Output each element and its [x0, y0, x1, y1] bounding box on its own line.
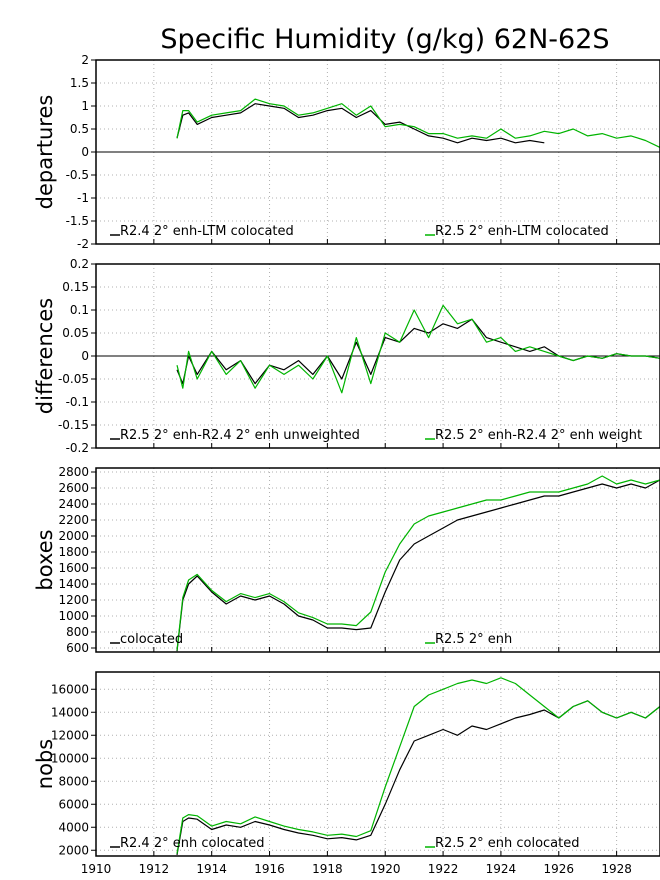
y-tick-label: 1200: [58, 593, 89, 607]
y-tick-label: 2800: [58, 465, 89, 479]
y-tick-label: 0: [81, 349, 89, 363]
y-tick-label: 1.5: [70, 76, 89, 90]
y-tick-label: 2000: [58, 529, 89, 543]
y-tick-label: 2200: [58, 513, 89, 527]
legend-entry: R2.5 2° enh-LTM colocated: [435, 224, 609, 239]
panel-differences: -0.2 -0.15 -0.1 -0.05 0 0.05 0.1 0.15 0.2 differe…: [33, 257, 660, 455]
y-tick-label: 14000: [51, 705, 89, 719]
y-axis-label: differences: [33, 298, 57, 414]
y-tick-label: 6000: [58, 797, 89, 811]
x-axis: 1910 1912 1914 1916 1918 1920 1922 1924 1926 1928: [81, 862, 632, 876]
y-tick-label: -0.1: [66, 395, 89, 409]
legend-entry: R2.5 2° enh: [435, 632, 512, 647]
y-tick-label: -0.2: [66, 441, 89, 455]
y-tick-label: -0.15: [58, 418, 89, 432]
legend-entry: R2.5 2° enh-R2.4 2° enh weight: [435, 428, 642, 443]
y-tick-label: 0.5: [70, 122, 89, 136]
panels: -2 -1.5 -1 -0.5 0 0.5 1 1.5 2 departures R2.4 2° e…: [33, 53, 660, 857]
y-tick-label: 8000: [58, 774, 89, 788]
y-tick-label: -1.5: [66, 214, 89, 228]
series-line-1: [176, 103, 545, 144]
y-tick-label: 0.1: [70, 303, 89, 317]
series-line-2: [176, 98, 660, 148]
legend-entry: R2.5 2° enh colocated: [435, 836, 579, 851]
y-tick-label: 0.05: [62, 326, 89, 340]
y-tick-label: 10000: [51, 751, 89, 765]
legend-entry: R2.4 2° enh-LTM colocated: [120, 224, 294, 239]
y-tick-label: 0.2: [70, 257, 89, 271]
panel-departures: -2 -1.5 -1 -0.5 0 0.5 1 1.5 2 departures R2.4 2° e…: [33, 53, 660, 251]
y-tick-label: -0.05: [58, 372, 89, 386]
legend-entry: colocated: [120, 632, 183, 647]
x-tick-label: 1916: [254, 862, 285, 876]
x-tick-label: 1918: [312, 862, 343, 876]
series-line-2: [176, 304, 660, 394]
y-tick-label: 800: [66, 625, 89, 639]
y-tick-label: 2400: [58, 497, 89, 511]
y-tick-label: -2: [77, 237, 89, 251]
panel-frame: [95, 467, 660, 653]
series-line-2: [176, 677, 660, 854]
y-tick-label: 1: [81, 99, 89, 113]
x-tick-label: 1922: [428, 862, 459, 876]
y-tick-label: 4000: [58, 820, 89, 834]
y-axis-label: nobs: [33, 739, 57, 789]
y-tick-label: 1800: [58, 545, 89, 559]
y-tick-label: 12000: [51, 728, 89, 742]
legend-entry: R2.4 2° enh colocated: [120, 836, 264, 851]
x-tick-label: 1920: [370, 862, 401, 876]
y-tick-label: 0: [81, 145, 89, 159]
panel-nobs: 2000 4000 6000 8000 10000 12000 14000 16000 nobs…: [33, 671, 660, 857]
panel-frame: [95, 671, 660, 857]
y-tick-label: -0.5: [66, 168, 89, 182]
y-tick-label: 2600: [58, 481, 89, 495]
chart-title: Specific Humidity (g/kg) 62N-62S: [160, 24, 609, 55]
x-tick-label: 1912: [139, 862, 170, 876]
y-tick-label: 1600: [58, 561, 89, 575]
series-line-2: [176, 475, 660, 651]
series-line-1: [176, 700, 660, 856]
panel-boxes: 600 800 1000 1200 1400 1600 1800 2000 2200 2400 26…: [33, 465, 660, 655]
y-tick-label: 2000: [58, 843, 89, 857]
series-line-1: [176, 318, 660, 385]
y-tick-label: 2: [81, 53, 89, 67]
legend-entry: R2.5 2° enh-R2.4 2° enh unweighted: [120, 428, 360, 443]
y-tick-label: 600: [66, 641, 89, 655]
y-tick-label: -1: [77, 191, 89, 205]
y-tick-label: 0.15: [62, 280, 89, 294]
y-axis-label: departures: [33, 95, 57, 210]
x-tick-label: 1928: [601, 862, 632, 876]
y-tick-label: 1000: [58, 609, 89, 623]
y-tick-label: 16000: [51, 682, 89, 696]
x-tick-label: 1926: [543, 862, 574, 876]
x-tick-label: 1924: [486, 862, 517, 876]
y-tick-label: 1400: [58, 577, 89, 591]
x-tick-label: 1914: [196, 862, 227, 876]
series-line-1: [176, 479, 660, 652]
y-axis-label: boxes: [33, 529, 57, 590]
x-tick-label: 1910: [81, 862, 112, 876]
